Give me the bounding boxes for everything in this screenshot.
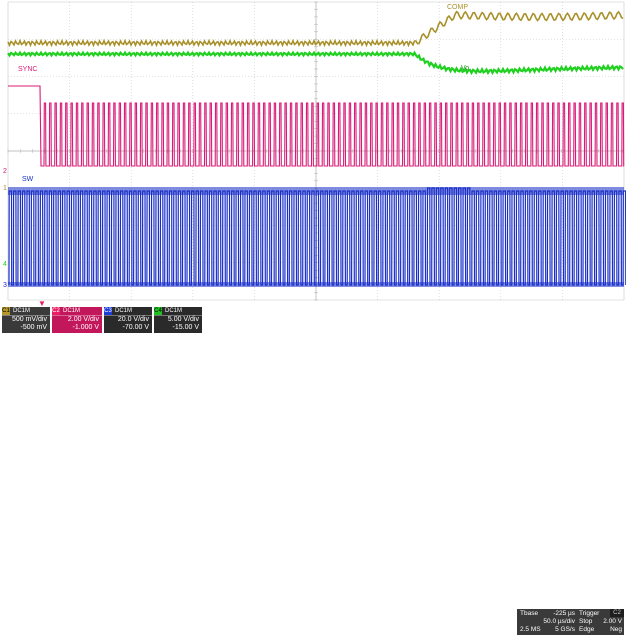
trigger-level: 2.00 V [603,618,622,625]
sync-trace [8,85,625,167]
status-bar: C1 DC1M 500 mV/div -500 mV C2 DC1M 2.00 … [0,303,626,635]
ch1-ground-marker[interactable]: 1 [3,185,7,192]
scope-screen: COMP Vo SYNC SW 2 1 4 3 [0,0,626,303]
channel-2-offset: -1.000 V [72,324,99,331]
channel-1-scale: 500 mV/div [11,316,47,323]
trigger-slope: Neg [610,626,622,633]
timebase-trigger-panel[interactable]: Tbase -225 µs 50.0 µs/div 2.5 MS 5 GS/s … [517,609,624,635]
channel-3-scale: 20.0 V/div [117,316,149,323]
trigger-mode: Stop [579,618,593,625]
time-per-div: 50.0 µs/div [543,618,575,625]
channel-4-offset: -15.00 V [172,324,199,331]
channel-1-offset: -500 mV [20,324,47,331]
sample-count: 2.5 MS [520,626,541,633]
comp-label: COMP [447,4,468,11]
sw-trace [8,187,626,287]
channel-4-number: C4 [154,307,162,315]
channel-2-number: C2 [52,307,60,315]
sync-waveform [8,85,625,167]
tbase-label: Tbase [520,610,539,617]
sw-label: SW [22,176,34,183]
ch2-ground-marker[interactable]: 2 [3,168,7,175]
comp-waveform [7,10,624,48]
ch3-ground-marker[interactable]: 3 [3,282,7,289]
channel-3-offset: -70.00 V [122,324,149,331]
channel-2-coupling: DC1M [63,308,81,314]
channel-3-coupling: DC1M [115,308,133,314]
trigger-source-badge: C2 [610,609,624,617]
trigger-label: Trigger [579,610,600,617]
channel-3-box[interactable]: C3 DC1M 20.0 V/div -70.00 V [104,307,152,333]
channel-2-box[interactable]: C2 DC1M 2.00 V/div -1.000 V [52,307,102,333]
sample-rate: 5 GS/s [555,626,575,633]
channel-1-box[interactable]: C1 DC1M 500 mV/div -500 mV [2,307,50,333]
vo-waveform [7,50,624,76]
channel-4-box[interactable]: C4 DC1M 5.00 V/div -15.00 V [154,307,202,333]
trigger-position-marker: ▼ [38,299,46,308]
channel-3-number: C3 [104,307,112,315]
channel-4-scale: 5.00 V/div [167,316,199,323]
vo-trace [7,50,624,76]
sw-high-band [8,187,624,195]
sync-label: SYNC [18,66,37,73]
channel-4-coupling: DC1M [165,308,183,314]
vo-label: Vo [461,65,469,72]
waveform-display: COMP Vo SYNC SW 2 1 4 3 [3,1,626,301]
channel-1-coupling: DC1M [13,308,31,314]
comp-trace [7,10,624,48]
channel-2-scale: 2.00 V/div [67,316,99,323]
ch4-ground-marker[interactable]: 4 [3,261,7,268]
channel-1-number: C1 [2,307,10,315]
trigger-type: Edge [579,626,595,633]
tbase-value: -225 µs [553,610,575,617]
sw-low-band [8,282,624,287]
